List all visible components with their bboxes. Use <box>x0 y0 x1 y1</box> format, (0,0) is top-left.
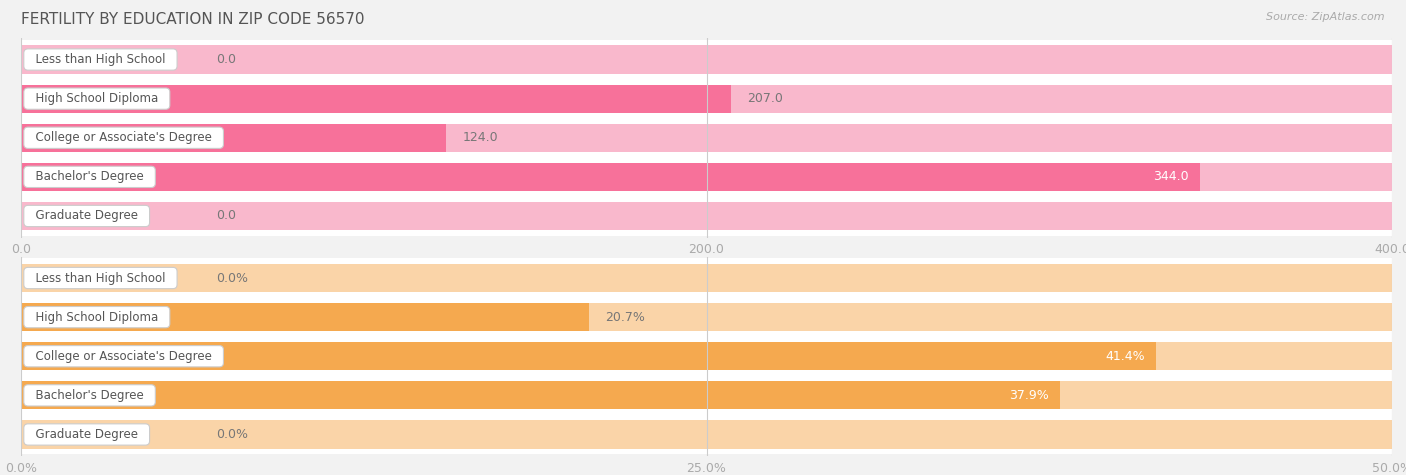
Bar <box>21 297 1392 337</box>
Text: 37.9%: 37.9% <box>1010 389 1049 402</box>
Bar <box>21 381 1060 409</box>
Text: 20.7%: 20.7% <box>605 311 645 323</box>
Text: 0.0: 0.0 <box>215 209 236 222</box>
Bar <box>21 381 1392 409</box>
Bar <box>21 197 1392 236</box>
Bar <box>21 46 1392 74</box>
Bar <box>21 40 1392 79</box>
Bar <box>21 163 1201 191</box>
Text: Bachelor's Degree: Bachelor's Degree <box>28 389 152 402</box>
Bar <box>21 376 1392 415</box>
Text: College or Associate's Degree: College or Associate's Degree <box>28 350 219 363</box>
Bar <box>21 337 1392 376</box>
Bar <box>21 118 1392 157</box>
Text: FERTILITY BY EDUCATION IN ZIP CODE 56570: FERTILITY BY EDUCATION IN ZIP CODE 56570 <box>21 12 364 27</box>
Bar <box>21 264 1392 292</box>
Bar <box>21 124 446 152</box>
Text: 0.0%: 0.0% <box>215 272 247 285</box>
Bar <box>21 415 1392 454</box>
Text: 124.0: 124.0 <box>463 131 498 144</box>
Bar <box>21 157 1392 197</box>
Text: College or Associate's Degree: College or Associate's Degree <box>28 131 219 144</box>
Text: Source: ZipAtlas.com: Source: ZipAtlas.com <box>1267 12 1385 22</box>
Bar <box>21 342 1392 370</box>
Text: Less than High School: Less than High School <box>28 53 173 66</box>
Bar <box>21 79 1392 118</box>
Bar <box>21 258 1392 297</box>
Text: Bachelor's Degree: Bachelor's Degree <box>28 171 152 183</box>
Text: High School Diploma: High School Diploma <box>28 311 166 323</box>
Text: 0.0%: 0.0% <box>215 428 247 441</box>
Bar <box>21 124 1392 152</box>
Bar <box>21 420 1392 448</box>
Bar <box>21 303 1392 331</box>
Text: 344.0: 344.0 <box>1153 171 1189 183</box>
Text: Less than High School: Less than High School <box>28 272 173 285</box>
Bar <box>21 303 589 331</box>
Text: 41.4%: 41.4% <box>1105 350 1144 363</box>
Bar <box>21 163 1392 191</box>
Text: 207.0: 207.0 <box>747 92 783 105</box>
Bar <box>21 202 1392 230</box>
Text: 0.0: 0.0 <box>215 53 236 66</box>
Text: Graduate Degree: Graduate Degree <box>28 428 145 441</box>
Bar <box>21 85 1392 113</box>
Bar <box>21 85 731 113</box>
Text: High School Diploma: High School Diploma <box>28 92 166 105</box>
Bar <box>21 342 1156 370</box>
Text: Graduate Degree: Graduate Degree <box>28 209 145 222</box>
